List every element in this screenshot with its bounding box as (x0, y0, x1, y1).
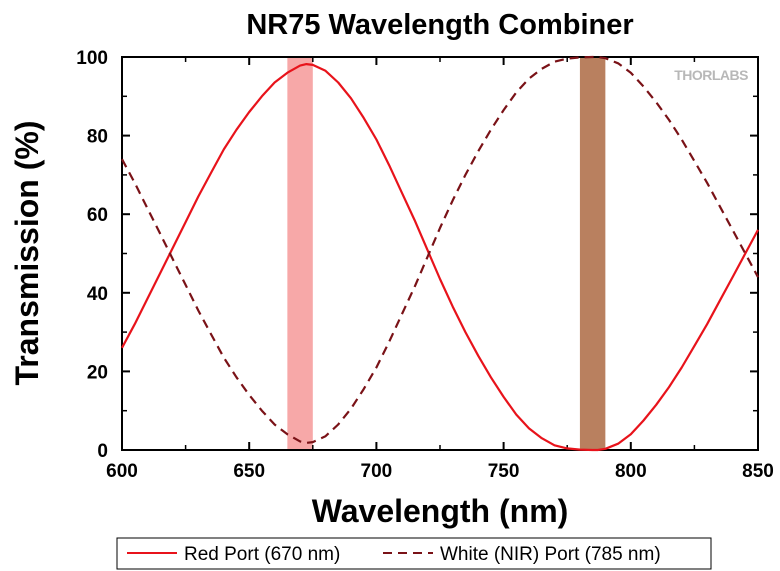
y-tick-labels: 0 20 40 60 80 100 (76, 48, 108, 462)
legend: Red Port (670 nm) White (NIR) Port (785 … (116, 537, 712, 570)
highlight-bands (287, 57, 606, 450)
y-tick-label: 100 (76, 48, 108, 69)
y-axis-label: Transmission (%) (9, 121, 45, 386)
chart-title: NR75 Wavelength Combiner (246, 9, 633, 41)
axis-ticks (121, 56, 759, 451)
y-tick-label: 0 (97, 441, 108, 462)
y-tick-label: 40 (87, 284, 108, 305)
legend-label-white-port: White (NIR) Port (785 nm) (440, 544, 661, 565)
x-tick-label: 650 (233, 461, 265, 482)
highlight-band-1 (579, 57, 606, 450)
plot-frame (121, 56, 759, 451)
y-tick-label: 20 (87, 362, 108, 383)
x-axis-label: Wavelength (nm) (312, 493, 569, 529)
legend-label-red-port: Red Port (670 nm) (184, 544, 340, 565)
logo-text: THORLABS (674, 67, 748, 83)
x-tick-label: 750 (488, 461, 520, 482)
y-tick-label: 60 (87, 205, 108, 226)
highlight-band-0 (287, 57, 313, 450)
x-tick-label: 600 (106, 461, 138, 482)
series-line-red-port (121, 62, 759, 452)
x-tick-labels: 600 650 700 750 800 850 (106, 461, 774, 482)
series-lines (121, 55, 759, 452)
thorlabs-logo: THORLABS (674, 67, 748, 83)
x-tick-label: 850 (742, 461, 774, 482)
x-tick-label: 800 (615, 461, 647, 482)
series-line-white-port (121, 55, 759, 444)
y-tick-label: 80 (87, 127, 108, 148)
x-tick-label: 700 (361, 461, 393, 482)
